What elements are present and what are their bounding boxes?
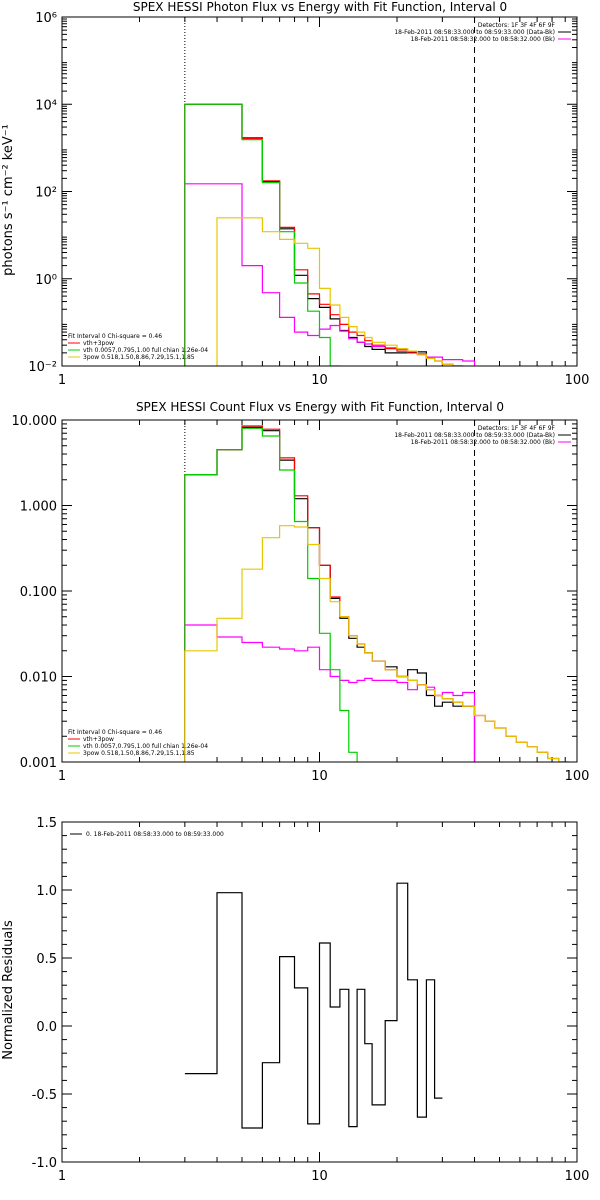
legend-entry: Fit Interval 0 Chi-square = 0.46 (68, 333, 162, 340)
count-flux-title: SPEX HESSI Count Flux vs Energy with Fit… (136, 400, 504, 414)
y-tick-label: 0.5 (36, 952, 57, 967)
svg-text:Normalized Residuals: Normalized Residuals (1, 920, 16, 1060)
x-tick-label: 10 (311, 769, 328, 784)
y-tick-label: 1.0 (36, 884, 57, 899)
x-tick-label: 1 (58, 373, 66, 388)
y-tick-label: 1.000 (20, 500, 57, 515)
legend-entry: 3pow 0.518,1.50,8.86,7.29,15.1,1.85 (83, 750, 195, 757)
y-tick-label: 0.100 (20, 585, 57, 600)
y-tick-label: 10.000 (12, 414, 58, 429)
x-tick-label: 10 (311, 373, 328, 388)
photon-flux-ylabel: photons s⁻¹ cm⁻² keV⁻¹ (1, 124, 16, 276)
x-tick-label: 1 (58, 1169, 66, 1184)
legend-entry: Fit Interval 0 Chi-square = 0.46 (68, 729, 162, 736)
y-tick-label: 10⁴ (35, 98, 57, 113)
legend-entry: 18-Feb-2011 08:58:32.000 to 08:58:32.000… (411, 439, 555, 446)
series-data-bk (184, 426, 476, 762)
y-tick-label: 0.010 (20, 671, 57, 686)
residuals-panel: Normalized Residuals 1 10 100 -1.0 -0.5 0.0 0.… (1, 816, 589, 1184)
residuals-ylabel: Normalized Residuals (1, 920, 16, 1060)
plot-frame (61, 419, 578, 763)
photon-flux-title: SPEX HESSI Photon Flux vs Energy with Fi… (133, 0, 507, 14)
y-tick-label: 1.5 (36, 816, 57, 831)
series-3pow (216, 217, 464, 366)
y-tick-label: 10² (35, 186, 57, 201)
legend-entry: Detectors: 1F 3F 4F 6F 9F (478, 425, 556, 432)
x-tick-label: 100 (565, 1169, 590, 1184)
x-tick-label: 1 (58, 769, 66, 784)
legend-entry: vth+3pow (83, 736, 114, 743)
x-tick-label: 100 (565, 373, 590, 388)
y-tick-label: 0.0 (36, 1020, 57, 1035)
series-vth (184, 103, 341, 366)
svg-text:photons s⁻¹ cm⁻² keV⁻¹: photons s⁻¹ cm⁻² keV⁻¹ (1, 124, 16, 276)
legend-entry: 3pow 0.518,1.50,8.86,7.29,15.1,1.85 (83, 354, 195, 361)
y-tick-label: 10⁻² (28, 360, 57, 375)
legend-entry: Detectors: 1F 3F 4F 6F 9F (478, 22, 556, 29)
legend-entry: vth+3pow (83, 340, 114, 347)
legend-entry: 18-Feb-2011 08:58:32.000 to 08:58:32.000… (411, 36, 555, 43)
series-vth (184, 427, 358, 762)
y-tick-label: 10⁶ (35, 11, 57, 26)
y-tick-label: -1.0 (32, 1156, 57, 1171)
photon-flux-panel: SPEX HESSI Photon Flux vs Energy with Fi… (1, 0, 590, 388)
legend-entry: 18-Feb-2011 08:58:33.000 to 08:59:33.000… (394, 29, 555, 36)
x-tick-label: 10 (311, 1169, 328, 1184)
series-3pow (184, 525, 569, 762)
plot-frame (61, 16, 578, 367)
count-flux-panel: SPEX HESSI Count Flux vs Energy with Fit… (12, 400, 590, 784)
legend-entry: 0. 18-Feb-2011 08:58:33.000 to 08:59:33.… (86, 831, 224, 838)
y-tick-label: -0.5 (32, 1088, 57, 1103)
y-tick-label: 10⁰ (35, 273, 57, 288)
x-tick-label: 100 (565, 769, 590, 784)
legend-entry: vth 0.0057,0.795,1.00 full chian 1.26e-0… (83, 347, 208, 354)
series-bk (184, 183, 476, 366)
y-tick-label: 0.001 (20, 756, 57, 771)
legend-entry: 18-Feb-2011 08:58:33.000 to 08:59:33.000… (394, 432, 555, 439)
plot-frame (61, 821, 578, 1163)
series-0-18-feb-2011-08-58-33-000-to-08-59-33-000 (184, 882, 443, 1129)
legend-entry: vth 0.0057,0.795,1.00 full chian 1.26e-0… (83, 743, 208, 750)
series-data-bk (184, 103, 427, 366)
